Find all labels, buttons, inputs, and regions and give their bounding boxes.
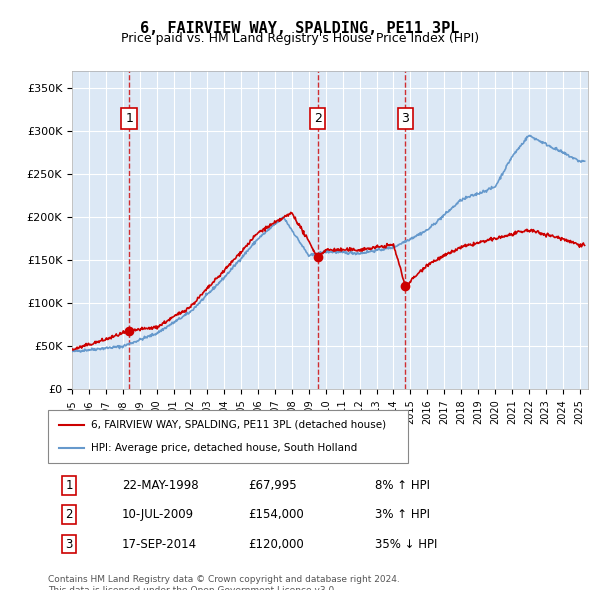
Text: 6, FAIRVIEW WAY, SPALDING, PE11 3PL (detached house): 6, FAIRVIEW WAY, SPALDING, PE11 3PL (det…: [91, 420, 386, 430]
Text: 2: 2: [314, 112, 322, 125]
Text: 8% ↑ HPI: 8% ↑ HPI: [376, 479, 430, 492]
Text: 35% ↓ HPI: 35% ↓ HPI: [376, 537, 438, 550]
Text: 1: 1: [65, 479, 73, 492]
Text: £154,000: £154,000: [248, 508, 304, 522]
Text: 1: 1: [125, 112, 133, 125]
Text: £67,995: £67,995: [248, 479, 297, 492]
Text: Contains HM Land Registry data © Crown copyright and database right 2024.
This d: Contains HM Land Registry data © Crown c…: [48, 575, 400, 590]
Text: 2: 2: [65, 508, 73, 522]
Text: 10-JUL-2009: 10-JUL-2009: [122, 508, 194, 522]
Text: 3: 3: [65, 537, 73, 550]
Text: 6, FAIRVIEW WAY, SPALDING, PE11 3PL: 6, FAIRVIEW WAY, SPALDING, PE11 3PL: [140, 21, 460, 35]
Text: 3: 3: [401, 112, 409, 125]
Text: HPI: Average price, detached house, South Holland: HPI: Average price, detached house, Sout…: [91, 443, 358, 453]
Text: 22-MAY-1998: 22-MAY-1998: [122, 479, 199, 492]
FancyBboxPatch shape: [48, 410, 408, 463]
Text: 3% ↑ HPI: 3% ↑ HPI: [376, 508, 430, 522]
Text: Price paid vs. HM Land Registry's House Price Index (HPI): Price paid vs. HM Land Registry's House …: [121, 32, 479, 45]
Text: 17-SEP-2014: 17-SEP-2014: [122, 537, 197, 550]
Text: £120,000: £120,000: [248, 537, 304, 550]
